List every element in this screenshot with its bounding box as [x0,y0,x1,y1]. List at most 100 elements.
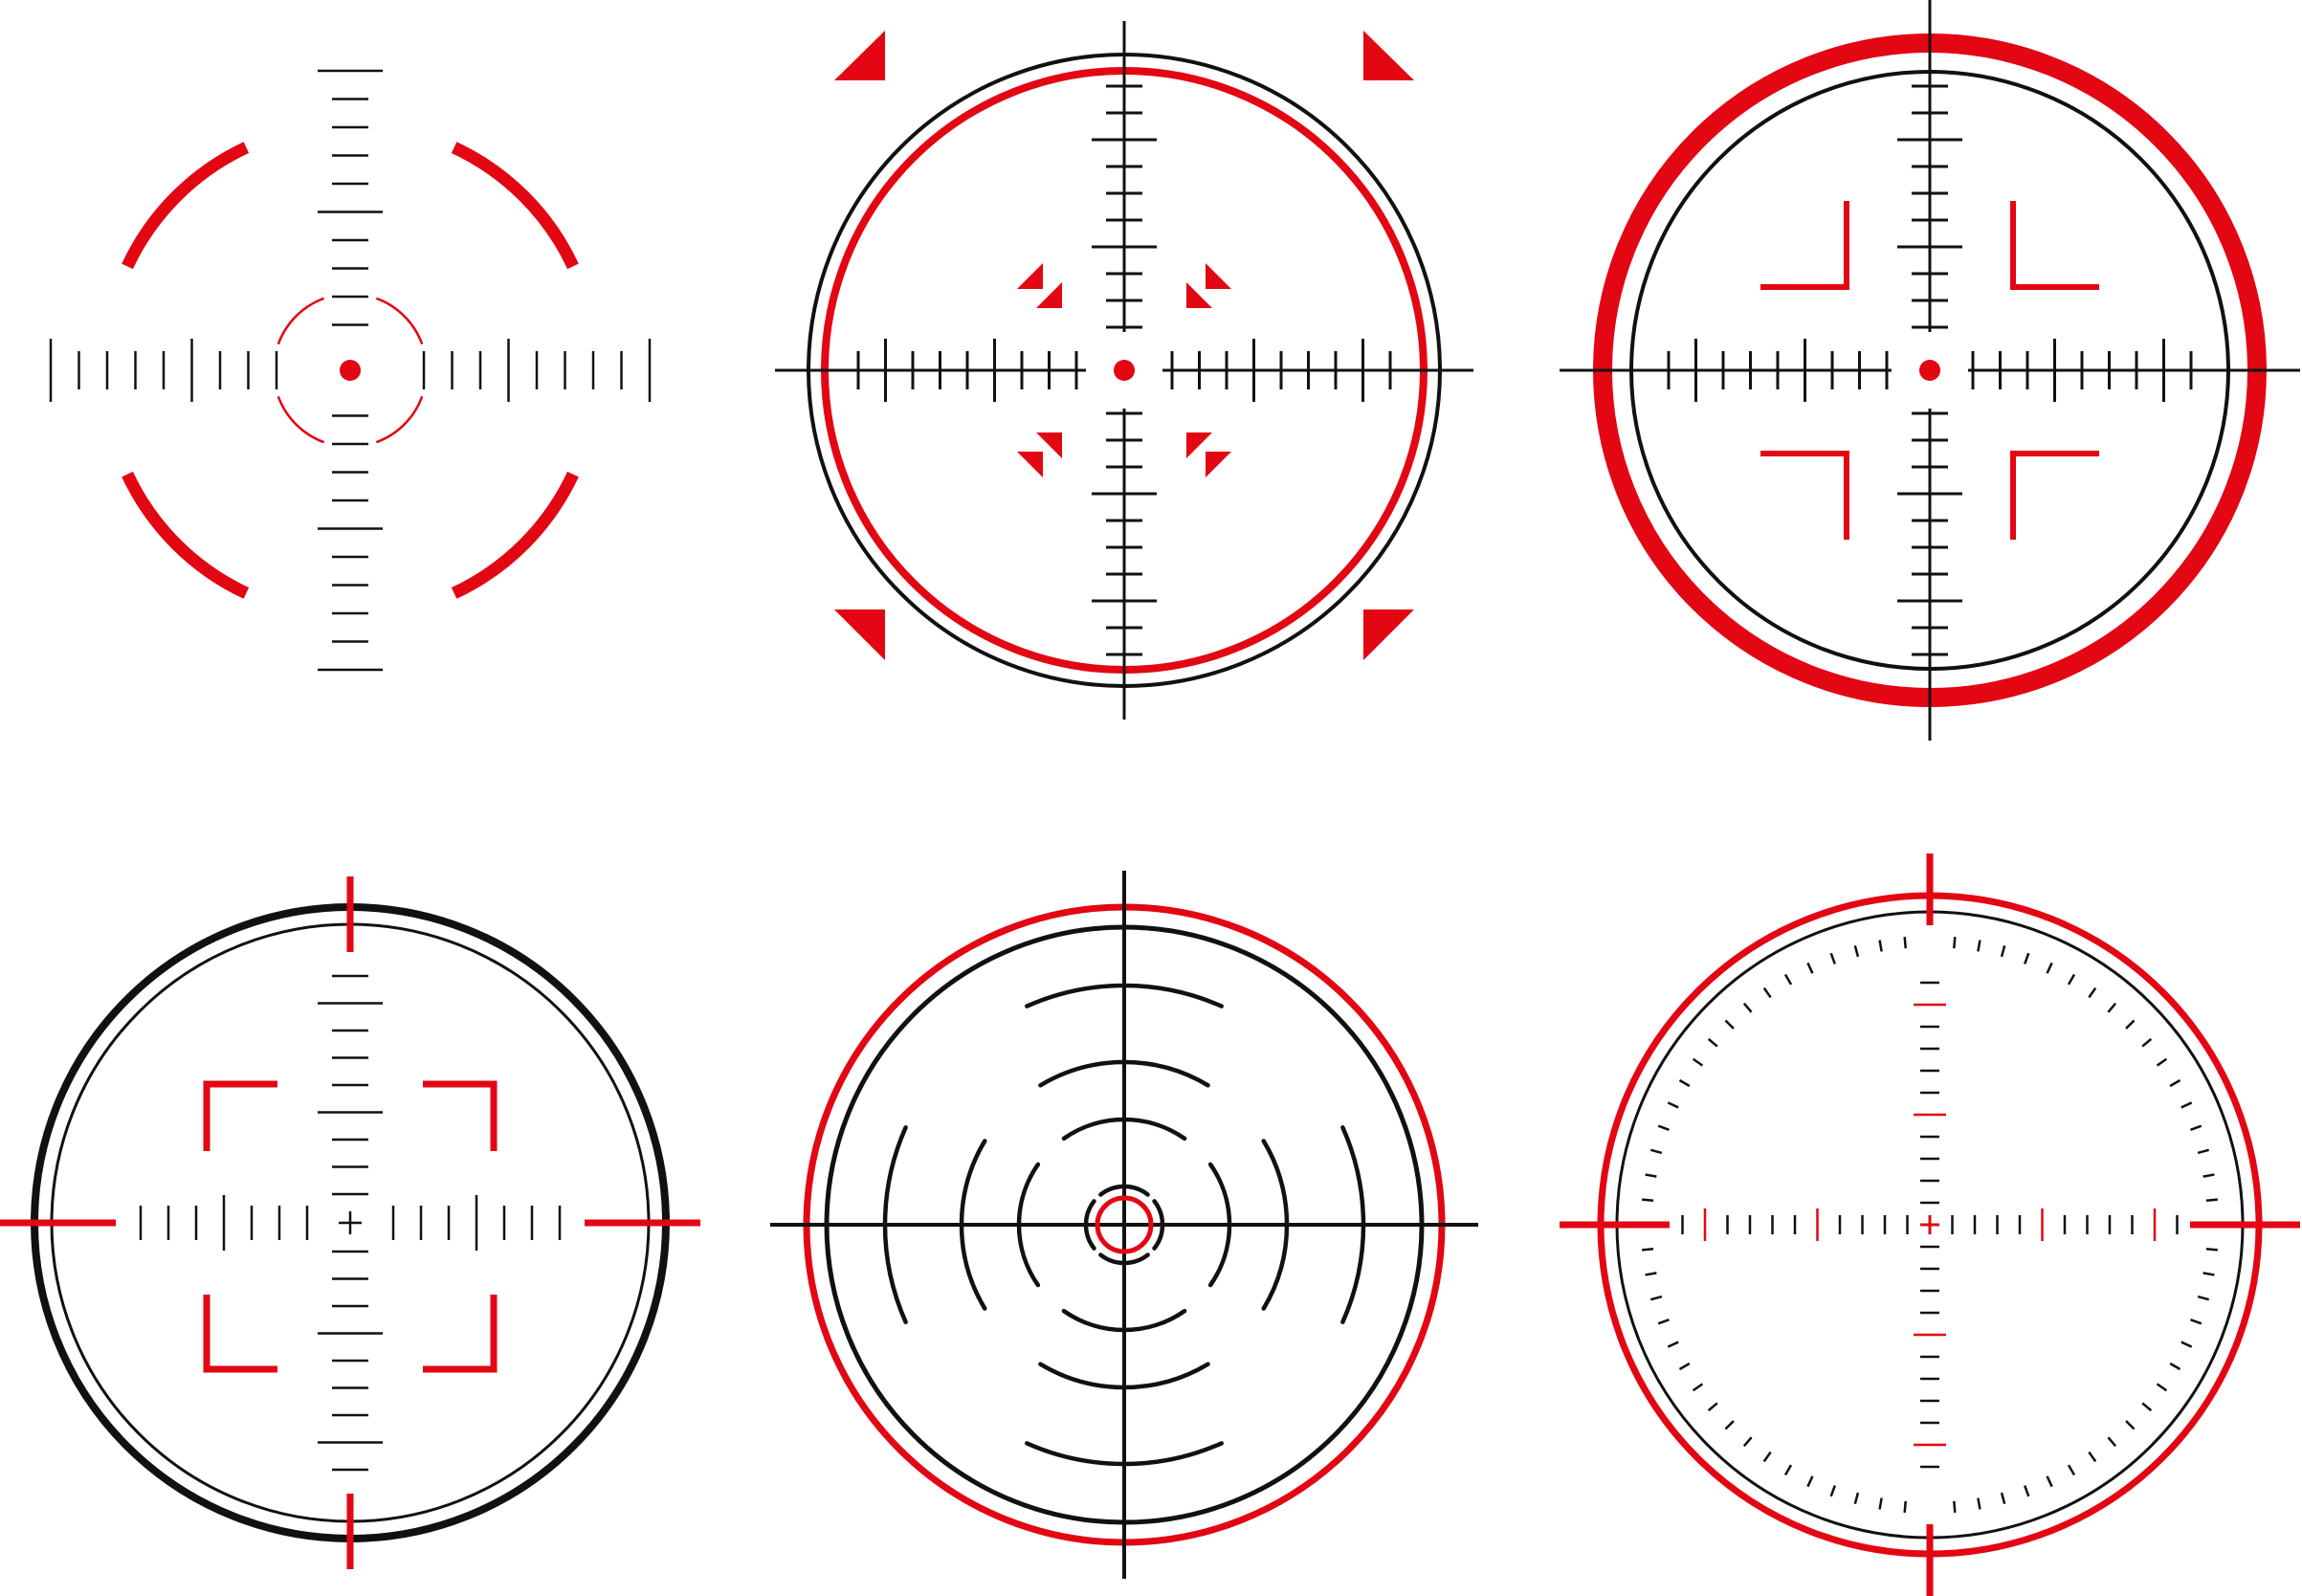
reticle-1 [49,69,652,672]
dial-tick [2141,1402,2153,1412]
center-cross [1920,1215,1939,1234]
dial-tick [2046,1475,2053,1488]
dial-tick [2156,1383,2168,1392]
reticle-2 [775,21,1473,720]
dial-tick [1707,1402,1718,1412]
dial-tick [1649,1295,1663,1301]
horizontal-scale [49,339,652,402]
vertical-scale [318,69,383,672]
dial-tick [1878,1497,1883,1510]
concentric-arc-segment [959,1139,987,1311]
bracket-top-right [2010,201,2099,290]
triangle-marker [1206,452,1231,477]
bracket-bottom-right [423,1295,498,1373]
dial-tick [1724,1019,1735,1030]
dial-tick [2169,1078,2181,1088]
concentric-arc-segment [1061,1308,1187,1333]
dial-tick [1806,962,1814,974]
concentric-arc-segment [1261,1139,1290,1311]
bracket-bottom-right [2010,451,2099,540]
dial-tick [2088,986,2097,999]
inner-arc-segment [375,395,424,444]
corner-triangle-top-right [1363,31,1414,80]
dial-tick [1742,1436,1753,1448]
reticle-3 [1560,0,2300,741]
triangle-marker [1186,432,1212,458]
inner-dashed-circle [277,297,424,444]
dial-tick [2180,1341,2193,1348]
triangle-marker [1017,452,1043,477]
dial-tick [1977,1497,1981,1510]
corner-triangles [834,31,1414,660]
inner-arc-segment [277,395,325,444]
concentric-arc-segment [1207,1162,1232,1288]
center-dot [1114,360,1135,381]
corner-triangle-top-left [834,31,885,80]
dial-ticks [1642,937,2218,1513]
dial-tick [1692,1057,1704,1067]
dial-tick [1692,1383,1704,1392]
dial-tick [2024,952,2030,964]
concentric-arc-segment [1061,1117,1187,1142]
corner-triangle-bottom-right [1363,610,1414,660]
dial-tick [2180,1101,2193,1109]
concentric-arc-segment [1098,1184,1150,1197]
red-arc-segment [451,142,579,270]
inner-arc-segment [375,297,424,345]
inner-arc-segment [277,297,325,345]
dial-tick [1903,937,1907,949]
corner-brackets [1760,201,2099,540]
triangle-marker [1036,432,1062,458]
dial-tick [1642,1248,1654,1252]
dial-tick [1657,1319,1670,1325]
dial-tick [1724,1420,1735,1430]
dial-tick [2046,962,2053,974]
dial-tick [2197,1148,2210,1155]
center-dot [340,360,361,381]
dial-tick [2088,1451,2097,1463]
dial-tick [2202,1173,2215,1178]
dial-tick [1829,952,1836,964]
dial-tick [2067,1464,2076,1476]
frame-brackets [203,1080,498,1373]
dial-tick [2125,1420,2136,1430]
triangle-marker [1206,263,1231,289]
concentric-arc-segment [1152,1199,1165,1251]
dial-tick [1783,1464,1793,1476]
red-crosshair-posts [1560,853,2300,1596]
bracket-top-left [1760,201,1849,290]
concentric-arc-segments [882,983,1366,1467]
dial-tick [1678,1078,1691,1088]
dial-tick [1977,940,1981,952]
bracket-bottom-left [1760,451,1849,540]
bracket-top-right [423,1080,498,1151]
concentric-arc-segment [1016,1162,1041,1288]
dial-tick [1645,1272,1657,1276]
reticle-5 [770,871,1478,1579]
reticle-4 [0,876,700,1569]
concentric-arc-segment [1025,983,1224,1009]
concentric-arc-segment [1098,1252,1150,1266]
dial-tick [2205,1198,2218,1202]
inner-scales [1681,981,2179,1469]
red-center-ring [1095,1195,1154,1254]
corner-triangle-bottom-left [834,610,885,660]
dial-tick [2024,1485,2030,1497]
dial-tick [2141,1037,2153,1048]
dial-tick [1953,1500,1957,1513]
outer-arc-segments [122,142,579,599]
triangle-marker [1017,263,1043,289]
dial-tick [1649,1148,1663,1155]
dial-tick [2067,973,2076,986]
tick-scales [139,974,562,1472]
dial-tick [1667,1101,1679,1109]
dial-tick [1806,1475,1814,1488]
crosshair-ticks [1667,84,2193,656]
bracket-bottom-left [203,1295,277,1373]
inner-triangle-markers [1017,263,1231,477]
dial-tick [1678,1362,1691,1371]
dial-tick [2205,1248,2218,1252]
dial-tick [2169,1362,2181,1371]
red-arc-segment [451,471,579,599]
